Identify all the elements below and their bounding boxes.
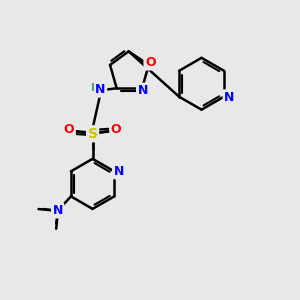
- Text: H: H: [91, 83, 100, 93]
- Text: N: N: [224, 91, 235, 104]
- Text: N: N: [113, 165, 124, 178]
- Text: O: O: [145, 56, 155, 69]
- Text: O: O: [111, 124, 122, 136]
- Text: O: O: [64, 124, 74, 136]
- Text: S: S: [88, 127, 98, 141]
- Text: N: N: [95, 83, 106, 96]
- Text: N: N: [52, 204, 63, 217]
- Text: N: N: [137, 84, 148, 97]
